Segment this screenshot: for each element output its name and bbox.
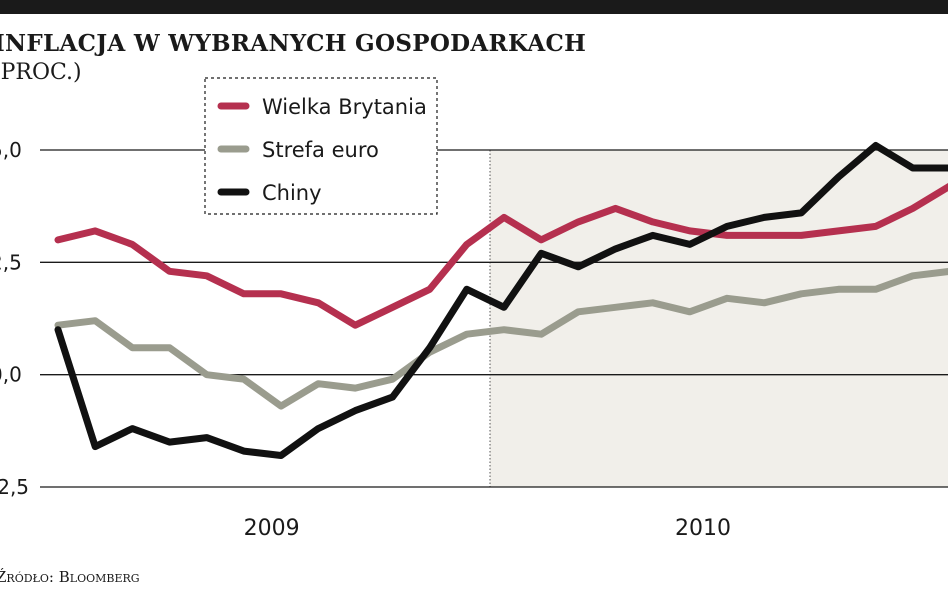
series-lines [54,142,948,459]
y-tick-label: 0,0 [0,363,22,387]
y-axis-tick-labels: -2,5 0,0 2,5 5,0 [0,138,29,499]
legend: Wielka Brytania Strefa euro Chiny [204,77,438,215]
y-tick-label: 2,5 [0,250,22,274]
legend-label-china: Chiny [262,181,322,205]
legend-label-uk: Wielka Brytania [262,95,427,119]
series-line-china [54,142,948,459]
x-tick-label: 2010 [675,516,731,541]
y-tick-label: 5,0 [0,138,22,162]
chart-subtitle: (PROC.) [0,60,82,85]
x-axis-tick-labels: 2009 2010 [244,516,731,541]
series-line-uk [54,183,948,329]
chart-title: INFLACJA W WYBRANYCH GOSPODARKACH [0,30,587,57]
forecast-shaded-region [490,150,948,487]
legend-label-euro: Strefa euro [262,138,379,162]
top-bar [0,0,948,14]
y-tick-label: -2,5 [0,475,29,499]
gridlines [40,149,948,488]
series-line-euro [54,268,948,410]
source-note: Źródło: Bloomberg [0,568,140,586]
x-tick-label: 2009 [244,516,300,541]
